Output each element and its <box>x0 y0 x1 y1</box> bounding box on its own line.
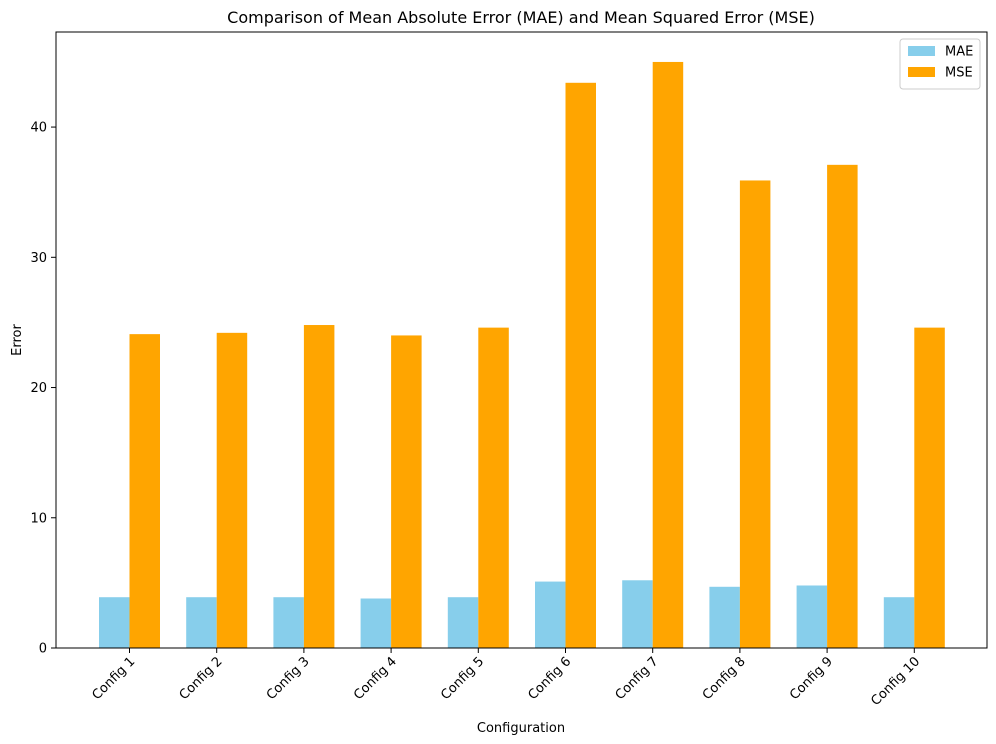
bar-mae-7 <box>622 580 653 648</box>
x-tick-label: Config 4 <box>351 654 400 703</box>
bar-mae-2 <box>186 597 217 648</box>
bar-mse-9 <box>827 164 858 648</box>
y-tick-label: 30 <box>30 251 47 266</box>
x-axis-label: Configuration <box>477 721 565 736</box>
x-tick-label: Config 7 <box>613 654 662 703</box>
bar-mae-3 <box>273 597 304 648</box>
plot-frame <box>55 31 988 649</box>
legend-swatch-mae <box>908 46 935 56</box>
bar-mse-6 <box>565 82 596 648</box>
bar-mse-3 <box>303 325 335 648</box>
legend: MAE MSE <box>899 38 981 90</box>
y-axis-label: Error <box>10 324 25 356</box>
bar-mae-5 <box>447 597 479 648</box>
bars-layer <box>99 61 945 648</box>
bar-mae-4 <box>360 598 392 648</box>
y-tick-label: 0 <box>39 642 47 657</box>
y-tick-label: 10 <box>30 511 47 526</box>
x-tick-label: Config 3 <box>264 654 313 703</box>
bar-mse-8 <box>739 180 771 648</box>
y-tick-label: 40 <box>30 121 47 136</box>
legend-label-mse: MSE <box>945 66 973 81</box>
legend-label-mae: MAE <box>945 45 973 60</box>
x-tick-label: Config 10 <box>868 654 923 709</box>
bar-mse-7 <box>652 61 684 648</box>
x-tick-label: Config 5 <box>438 654 487 703</box>
bar-mse-4 <box>391 335 422 648</box>
x-tick-label: Config 8 <box>700 654 749 703</box>
bar-mse-1 <box>129 334 160 648</box>
x-tick-label: Config 6 <box>525 654 574 703</box>
bar-mae-10 <box>883 597 915 648</box>
bar-mse-5 <box>478 327 509 648</box>
bar-mae-9 <box>796 585 828 648</box>
bar-mse-2 <box>216 332 248 648</box>
bar-mse-10 <box>914 327 945 648</box>
x-tick-label: Config 1 <box>89 654 138 703</box>
legend-swatch-mse <box>908 67 935 77</box>
bar-mae-8 <box>709 586 740 648</box>
chart-title: Comparison of Mean Absolute Error (MAE) … <box>227 8 815 27</box>
x-tick-label: Config 2 <box>177 654 226 703</box>
x-tick-label: Config 9 <box>787 654 836 703</box>
y-tick-label: 20 <box>30 381 47 396</box>
bar-mae-6 <box>535 581 566 648</box>
bar-mae-1 <box>99 597 130 648</box>
